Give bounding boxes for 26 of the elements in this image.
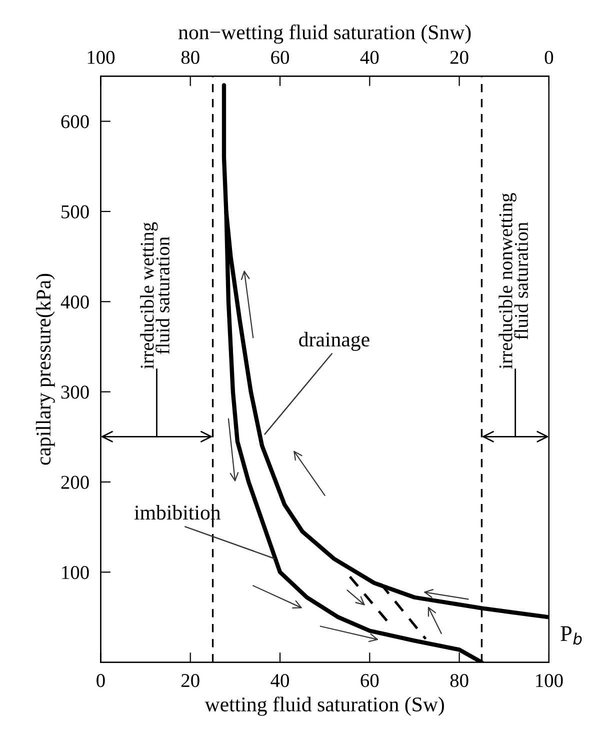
y-tick-label: 500 [62,205,89,218]
x2-tick-label: 40 [360,50,379,64]
ref-line-label: irreducible wetting fluid saturation [140,222,170,369]
annotation: imbibition [134,504,220,520]
x2-axis-title: non−wetting fluid saturation (Snw) [178,24,471,44]
x-tick-label: 60 [360,674,379,688]
x-tick-label: 40 [270,674,289,688]
x-tick-label: 100 [536,674,563,688]
x2-tick-label: 20 [450,50,468,64]
annotation: drainage [299,332,370,351]
x-axis-title: wetting fluid saturation (Sw) [204,696,444,716]
x2-tick-label: 60 [271,50,289,64]
x2-tick-label: 80 [181,50,200,64]
y-tick-label: 400 [60,295,89,309]
x2-tick-label: 0 [544,50,554,64]
x-tick-label: 0 [96,674,105,688]
y-axis-title: capillary pressure(kPa) [36,274,55,465]
y-tick-label: 100 [62,566,89,580]
x-tick-label: 20 [181,674,200,688]
y-tick-label: 300 [61,386,89,399]
y-tick-label: 200 [61,476,89,489]
y-tick-label: 600 [61,115,89,128]
x-tick-label: 80 [450,674,468,688]
ref-line-label: irreducible nonwetting fluid saturation [498,193,528,369]
annotation: P$_{b}$ [560,626,582,645]
x2-tick-label: 100 [88,50,115,64]
